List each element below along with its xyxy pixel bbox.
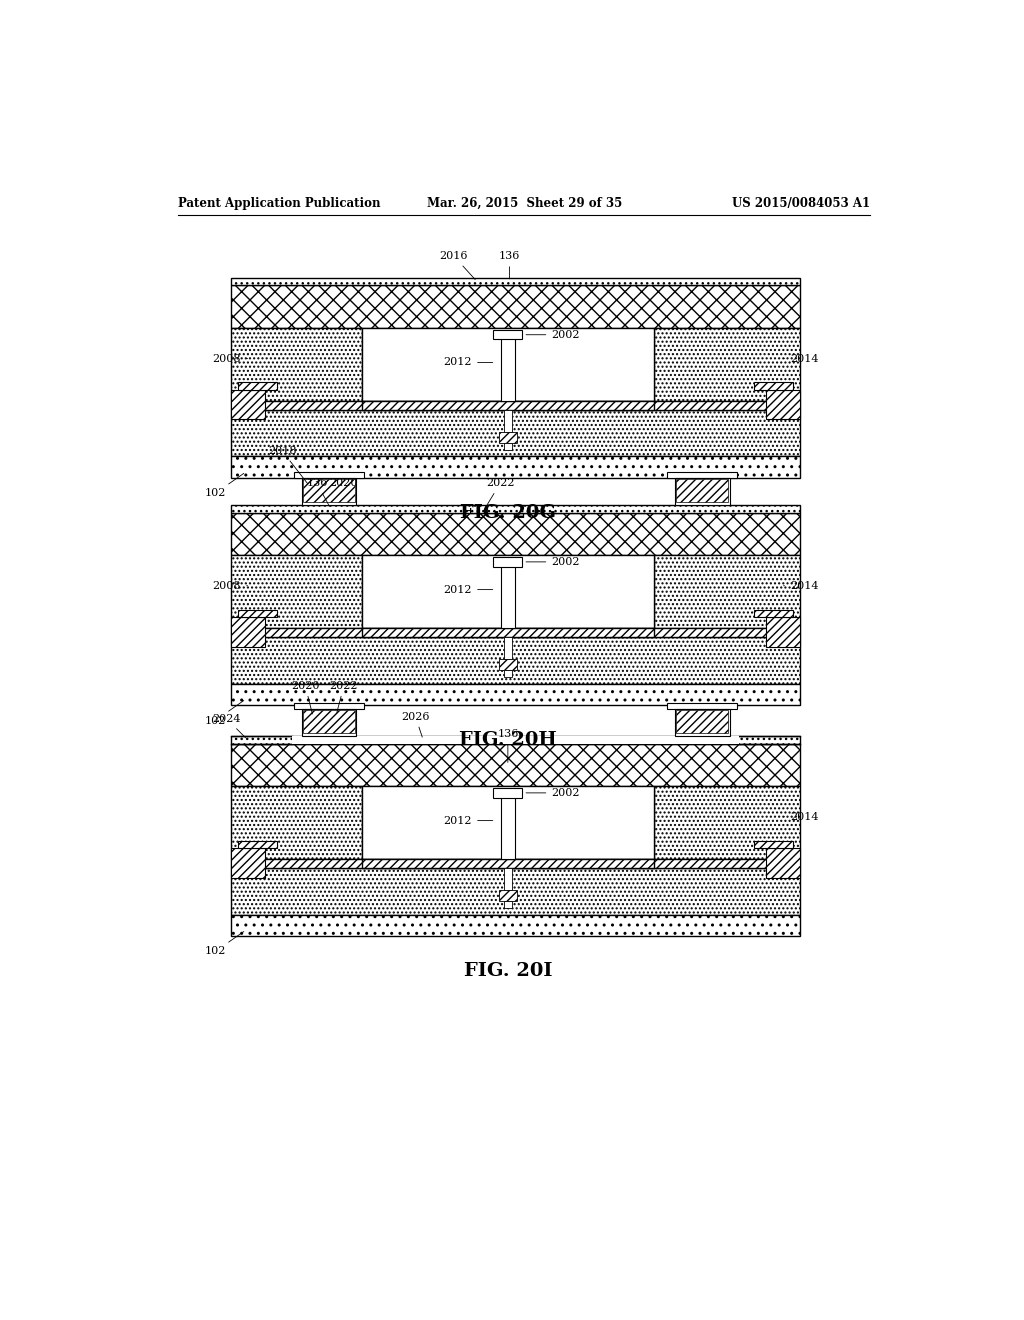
Bar bbox=[501, 561, 515, 628]
Bar bbox=[239, 610, 276, 618]
Text: 2018: 2018 bbox=[268, 446, 307, 483]
Text: Mar. 26, 2015  Sheet 29 of 35: Mar. 26, 2015 Sheet 29 of 35 bbox=[427, 197, 623, 210]
Bar bbox=[361, 327, 654, 401]
Text: 136: 136 bbox=[498, 730, 518, 763]
Bar bbox=[230, 915, 801, 936]
Bar bbox=[766, 849, 801, 878]
Bar bbox=[230, 737, 801, 743]
Bar bbox=[230, 327, 361, 401]
Text: FIG. 20I: FIG. 20I bbox=[464, 962, 552, 979]
Bar bbox=[303, 710, 354, 733]
Bar bbox=[230, 277, 801, 285]
Bar bbox=[230, 638, 801, 684]
Bar bbox=[361, 554, 654, 628]
Text: US 2015/0084053 A1: US 2015/0084053 A1 bbox=[731, 197, 869, 210]
Bar bbox=[677, 710, 728, 733]
Bar bbox=[230, 411, 801, 457]
Bar bbox=[239, 383, 276, 391]
Bar bbox=[755, 610, 793, 618]
Text: 2012: 2012 bbox=[443, 585, 493, 594]
Bar bbox=[230, 849, 265, 878]
Bar bbox=[677, 479, 728, 502]
Bar bbox=[654, 327, 801, 401]
Bar bbox=[504, 638, 512, 659]
Bar bbox=[494, 330, 522, 339]
Bar bbox=[230, 512, 801, 554]
Bar bbox=[504, 900, 512, 908]
Text: 2014: 2014 bbox=[783, 581, 818, 591]
Text: 2020: 2020 bbox=[330, 478, 358, 488]
Bar bbox=[230, 391, 265, 420]
Text: 2008: 2008 bbox=[213, 354, 248, 363]
Bar bbox=[294, 471, 364, 478]
Bar bbox=[230, 618, 265, 647]
Text: 2002: 2002 bbox=[526, 788, 580, 797]
Bar bbox=[504, 411, 512, 432]
Bar bbox=[755, 841, 793, 849]
Bar bbox=[294, 702, 364, 709]
Text: 2026: 2026 bbox=[401, 711, 430, 737]
Bar bbox=[499, 890, 517, 900]
Bar bbox=[361, 401, 654, 411]
Bar bbox=[230, 859, 801, 869]
Text: 2002: 2002 bbox=[526, 557, 580, 566]
Text: 2024: 2024 bbox=[213, 714, 246, 738]
Bar bbox=[504, 669, 512, 677]
Bar bbox=[766, 618, 801, 647]
Bar bbox=[504, 442, 512, 450]
Bar bbox=[301, 478, 356, 506]
Bar bbox=[668, 702, 737, 709]
Bar bbox=[361, 628, 654, 638]
Bar bbox=[675, 478, 730, 506]
Text: 2022: 2022 bbox=[330, 681, 358, 713]
Bar bbox=[303, 479, 354, 502]
Bar bbox=[504, 869, 512, 890]
Text: FIG. 20G: FIG. 20G bbox=[460, 504, 556, 521]
Bar bbox=[239, 841, 276, 849]
Bar bbox=[230, 628, 801, 638]
Text: 2020: 2020 bbox=[291, 681, 319, 714]
Bar bbox=[494, 788, 522, 797]
Text: 136: 136 bbox=[306, 478, 330, 507]
Text: 102: 102 bbox=[205, 474, 244, 499]
Text: 2012: 2012 bbox=[443, 358, 493, 367]
Bar bbox=[494, 557, 522, 566]
Bar bbox=[755, 383, 793, 391]
Bar bbox=[668, 471, 737, 478]
Bar bbox=[230, 285, 801, 327]
Bar bbox=[292, 737, 739, 743]
Bar bbox=[230, 743, 801, 785]
Bar bbox=[361, 859, 654, 869]
Bar bbox=[501, 792, 515, 859]
Text: 2016: 2016 bbox=[439, 251, 475, 280]
Bar bbox=[675, 709, 730, 737]
Text: Patent Application Publication: Patent Application Publication bbox=[178, 197, 381, 210]
Bar bbox=[499, 659, 517, 669]
Text: 2008: 2008 bbox=[213, 581, 248, 591]
Bar bbox=[766, 391, 801, 420]
Text: 2022: 2022 bbox=[486, 478, 514, 507]
Text: 2002: 2002 bbox=[526, 330, 580, 339]
Text: 136: 136 bbox=[499, 251, 520, 279]
Bar bbox=[230, 457, 801, 478]
Text: FIG. 20H: FIG. 20H bbox=[459, 731, 557, 748]
Text: 2014: 2014 bbox=[783, 812, 818, 822]
Bar bbox=[230, 401, 801, 411]
Text: 2012: 2012 bbox=[443, 816, 493, 825]
Bar bbox=[230, 684, 801, 705]
Bar bbox=[230, 554, 361, 628]
Bar bbox=[230, 785, 361, 859]
Bar bbox=[230, 506, 801, 512]
Bar bbox=[361, 785, 654, 859]
Text: 102: 102 bbox=[205, 932, 244, 957]
Bar bbox=[301, 709, 356, 737]
Bar bbox=[654, 785, 801, 859]
Bar bbox=[230, 869, 801, 915]
Bar bbox=[501, 334, 515, 401]
Bar bbox=[499, 432, 517, 442]
Bar bbox=[654, 554, 801, 628]
Text: 2014: 2014 bbox=[783, 354, 818, 363]
Text: 102: 102 bbox=[205, 701, 244, 726]
